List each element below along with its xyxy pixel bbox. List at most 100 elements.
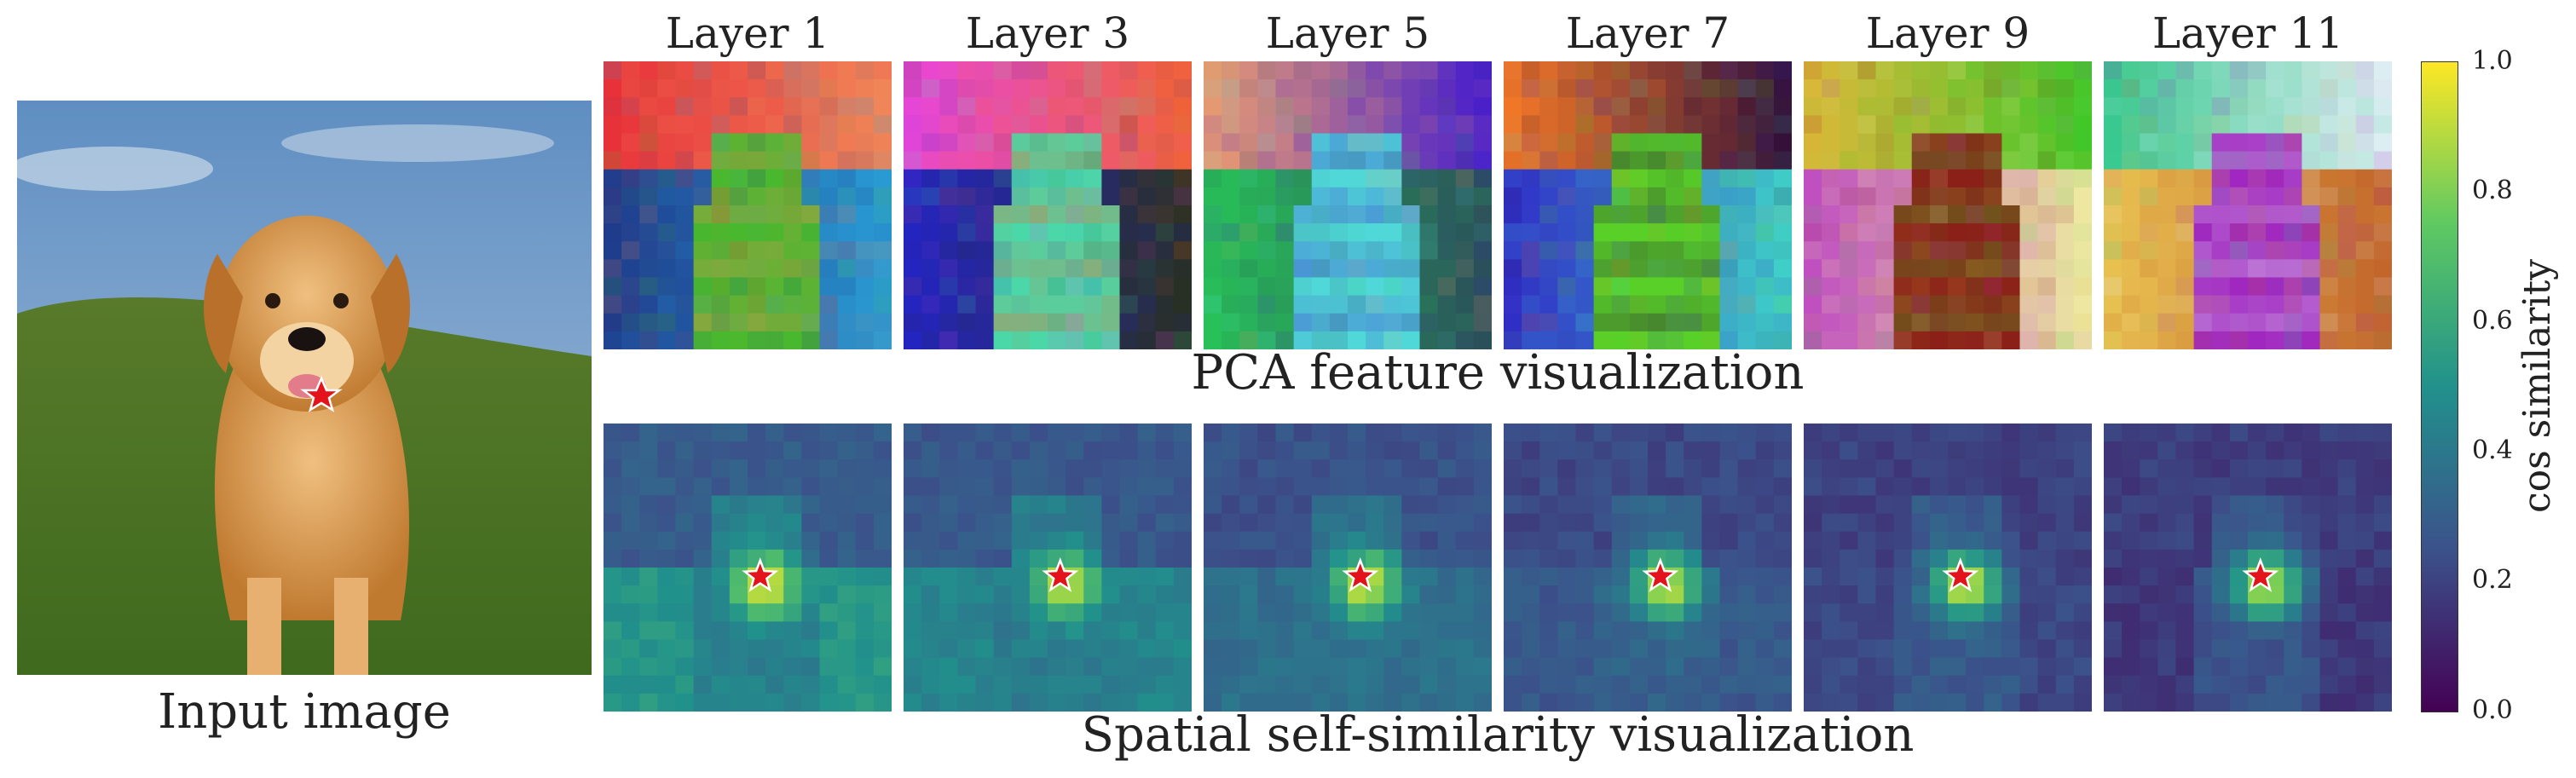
pca-cell <box>2229 331 2249 349</box>
pca-cell <box>1911 313 1931 332</box>
pca-cell <box>1648 313 1666 332</box>
pca-cell <box>657 313 677 332</box>
pca-cell <box>1029 169 1048 188</box>
pca-cell <box>1101 97 1121 116</box>
pca-cell <box>1929 61 1949 80</box>
similarity-cell <box>1875 621 1895 641</box>
pca-cell <box>1173 133 1192 153</box>
pca-cell <box>1293 61 1313 80</box>
pca-cell <box>1929 241 1949 260</box>
similarity-cell <box>1204 568 1222 586</box>
similarity-cell <box>1222 621 1240 641</box>
similarity-cell <box>1804 495 1822 515</box>
pca-cell <box>801 331 821 349</box>
similarity-cell <box>1401 441 1421 460</box>
similarity-cell <box>2373 657 2392 677</box>
pca-cell <box>1239 295 1258 314</box>
similarity-cell <box>1419 495 1439 515</box>
pca-cell <box>2193 151 2213 170</box>
similarity-cell <box>1257 603 1277 622</box>
pca-cell <box>1984 259 2002 279</box>
pca-cell <box>1875 169 1895 188</box>
similarity-cell <box>993 477 1013 497</box>
similarity-cell <box>2157 639 2177 659</box>
similarity-cell <box>1629 693 1649 712</box>
pca-cell <box>939 259 958 279</box>
pca-cell <box>675 169 695 188</box>
similarity-cell <box>2037 441 2057 460</box>
pca-cell <box>1929 331 1949 349</box>
pca-cell <box>2266 97 2284 116</box>
pca-cell <box>1383 169 1402 188</box>
pca-cell <box>855 169 875 188</box>
pca-cell <box>2122 241 2140 260</box>
similarity-cell <box>1173 621 1192 641</box>
pca-cell <box>1804 187 1822 206</box>
pca-cell <box>675 295 695 314</box>
similarity-cell <box>2019 477 2039 497</box>
pca-cell <box>1522 259 1540 279</box>
pca-cell <box>2104 169 2123 188</box>
similarity-cell <box>1984 513 2002 533</box>
pca-cell <box>2211 133 2231 153</box>
pca-cell <box>2175 61 2195 80</box>
pca-cell <box>2122 187 2140 206</box>
similarity-cell <box>1222 639 1240 659</box>
pca-cell <box>621 79 640 98</box>
pca-cell <box>783 331 802 349</box>
similarity-cell <box>783 657 802 677</box>
pca-cell <box>1437 151 1457 170</box>
pca-cell <box>801 241 821 260</box>
pca-cell <box>801 205 821 224</box>
pca-cell <box>1048 241 1066 260</box>
similarity-cell <box>2175 549 2195 568</box>
pca-cell <box>1293 223 1313 242</box>
pca-cell <box>837 169 857 188</box>
pca-cell <box>2122 151 2140 170</box>
pca-cell <box>1155 151 1175 170</box>
similarity-cell <box>2055 639 2075 659</box>
pca-cell <box>765 223 784 242</box>
similarity-cell <box>1893 657 1913 677</box>
pca-cell <box>1575 133 1595 153</box>
similarity-cell <box>711 621 731 641</box>
pca-cell <box>1684 169 1702 188</box>
pca-cell <box>1701 277 1721 297</box>
similarity-cell <box>1257 693 1277 712</box>
pca-cell <box>1029 277 1048 297</box>
pca-cell <box>1948 223 1967 242</box>
similarity-cell <box>1366 639 1384 659</box>
similarity-cell <box>639 513 658 533</box>
similarity-cell <box>693 585 713 604</box>
pca-cell <box>1840 313 1858 332</box>
pca-cell <box>873 151 892 170</box>
similarity-cell <box>904 585 922 604</box>
pca-cell <box>921 61 940 80</box>
pca-cell <box>957 205 977 224</box>
pca-cell <box>1455 115 1475 135</box>
pca-cell <box>1684 313 1702 332</box>
pca-cell <box>1522 61 1540 80</box>
pca-cell <box>837 313 857 332</box>
similarity-cell <box>1575 549 1595 568</box>
pca-cell <box>2193 259 2213 279</box>
similarity-cell <box>1101 639 1121 659</box>
similarity-cell <box>2193 459 2213 478</box>
similarity-cell <box>1611 459 1631 478</box>
pca-cell <box>1557 169 1577 188</box>
similarity-cell <box>1893 459 1913 478</box>
similarity-cell <box>1311 639 1331 659</box>
pca-cell <box>1048 223 1066 242</box>
similarity-cell <box>1857 424 1877 442</box>
similarity-cell <box>819 531 839 550</box>
pca-cell <box>1911 241 1931 260</box>
similarity-cell <box>873 549 892 568</box>
pca-cell <box>975 133 995 153</box>
pca-cell <box>1473 61 1492 80</box>
pca-cell <box>921 151 940 170</box>
similarity-cell <box>2157 568 2177 586</box>
similarity-cell <box>2055 675 2075 694</box>
pca-cell <box>2175 295 2195 314</box>
pca-cell <box>1719 97 1739 116</box>
similarity-cell <box>1275 531 1295 550</box>
